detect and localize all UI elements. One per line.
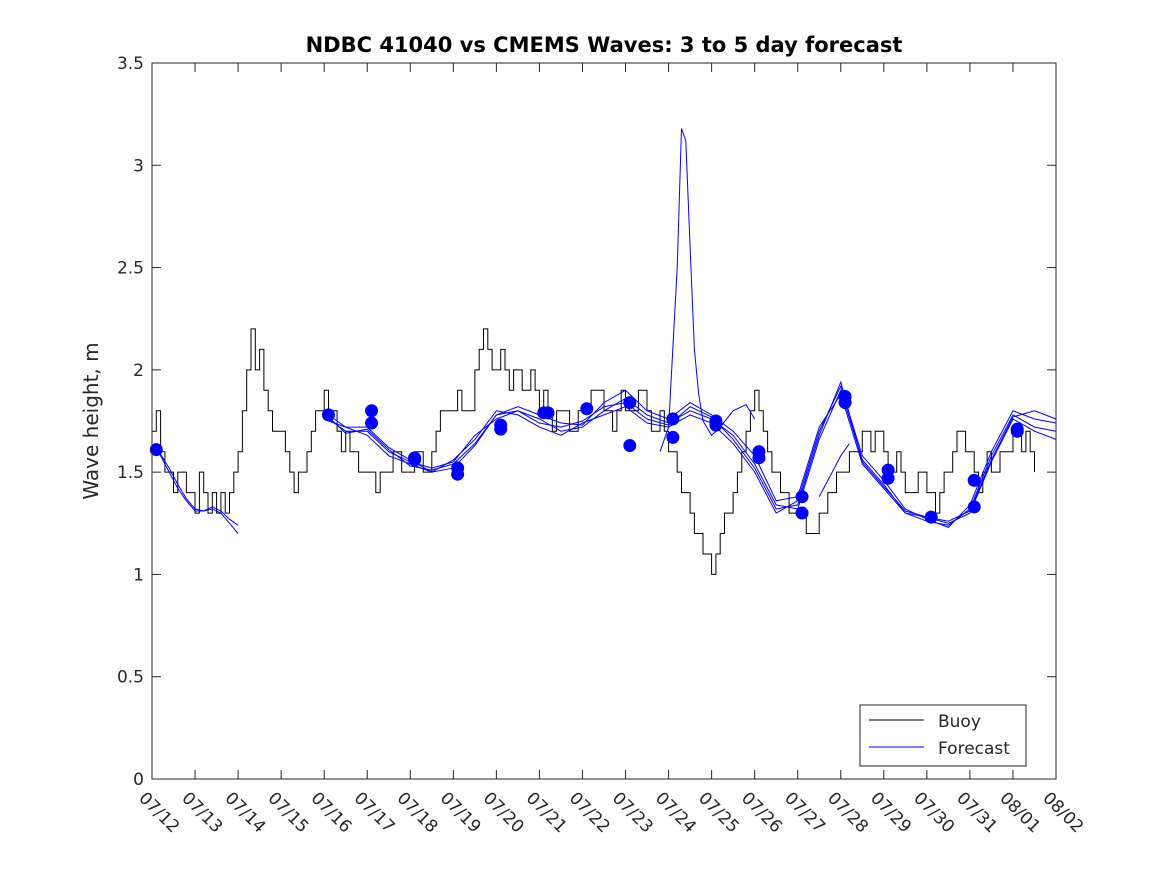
forecast-marker [623, 396, 637, 410]
forecast-marker [795, 490, 809, 504]
y-tick-label: 1 [133, 565, 144, 585]
y-tick-label: 2.5 [117, 259, 144, 279]
forecast-marker [838, 396, 852, 410]
plot-background [152, 63, 1056, 779]
forecast-marker [580, 402, 594, 416]
forecast-marker [967, 500, 981, 514]
y-tick-label: 3.5 [117, 54, 144, 74]
forecast-series-line [818, 443, 850, 497]
forecast-marker [709, 418, 723, 432]
y-tick-label: 0.5 [117, 668, 144, 688]
forecast-marker [1010, 424, 1024, 438]
forecast-marker [924, 510, 938, 524]
forecast-marker [365, 404, 379, 418]
legend: Buoy Forecast [859, 704, 1027, 767]
y-axis-label: Wave height, m [79, 342, 103, 499]
series-layer [149, 128, 1057, 575]
forecast-marker [451, 467, 465, 481]
forecast-marker [666, 412, 680, 426]
legend-forecast-label: Forecast [938, 739, 1010, 759]
forecast-marker [623, 439, 637, 453]
forecast-marker [149, 443, 163, 457]
forecast-series-line [155, 447, 239, 526]
plot-frame [151, 62, 1057, 780]
y-tick-label: 2 [133, 361, 144, 381]
y-tick-label: 3 [133, 156, 144, 176]
forecast-marker [494, 422, 508, 436]
forecast-series-line [155, 447, 239, 534]
forecast-marker [321, 408, 335, 422]
forecast-marker [881, 471, 895, 485]
forecast-marker [967, 473, 981, 487]
forecast-marker [795, 506, 809, 520]
forecast-marker [666, 430, 680, 444]
y-tick-label: 0 [133, 770, 144, 790]
y-tick-label: 1.5 [117, 463, 144, 483]
forecast-marker [408, 453, 422, 467]
forecast-series-line [659, 128, 756, 452]
legend-box [859, 704, 1027, 767]
chart-title: NDBC 41040 vs CMEMS Waves: 3 to 5 day fo… [306, 33, 903, 57]
forecast-marker [541, 406, 555, 420]
legend-buoy-label: Buoy [938, 712, 981, 732]
forecast-marker [365, 416, 379, 430]
forecast-marker [752, 451, 766, 465]
